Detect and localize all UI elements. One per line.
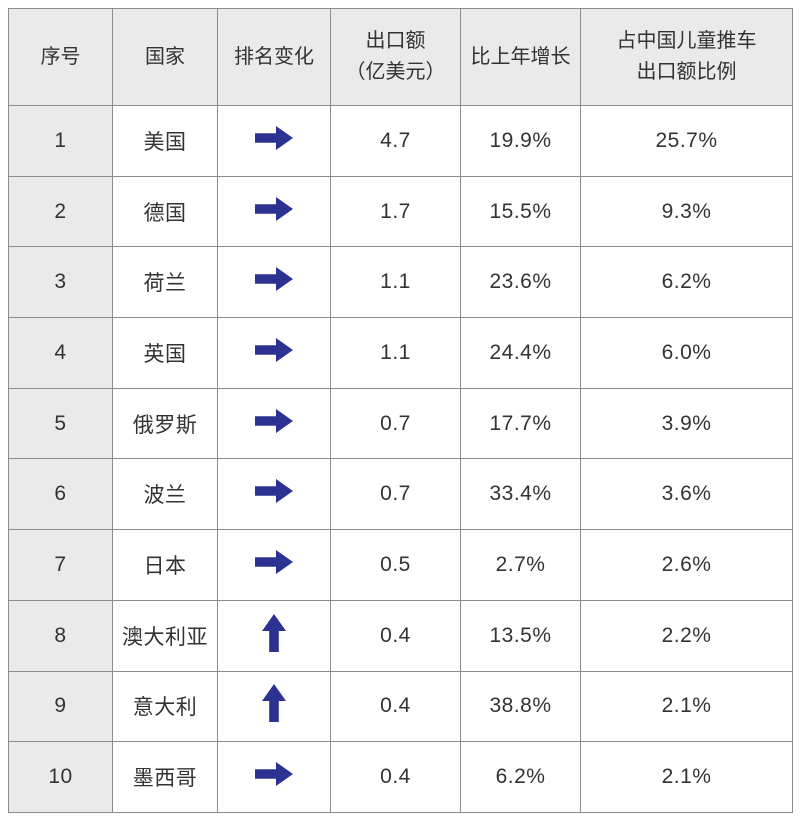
column-header-share-of-exports: 占中国儿童推车 出口额比例 — [580, 8, 793, 106]
table-row: 5 俄罗斯 0.7 17.7% 3.9% — [8, 387, 793, 460]
cell-export-value: 0.7 — [330, 458, 461, 531]
cell-serial: 8 — [8, 599, 113, 672]
cell-share: 25.7% — [580, 105, 793, 177]
cell-rank-change — [217, 246, 331, 319]
cell-country: 英国 — [112, 317, 218, 389]
table-row: 3 荷兰 1.1 23.6% 6.2% — [8, 246, 793, 319]
column-header-label: 出口额 — [365, 30, 426, 52]
cell-growth: 2.7% — [460, 529, 581, 601]
cell-growth: 15.5% — [460, 175, 581, 248]
table-row: 4 英国 1.1 24.4% 6.0% — [8, 317, 793, 389]
cell-serial: 2 — [8, 175, 113, 248]
cell-rank-change — [217, 599, 331, 672]
cell-serial: 6 — [8, 458, 113, 531]
cell-rank-change — [217, 105, 331, 177]
cell-export-value: 1.1 — [330, 246, 461, 319]
column-header-yoy-growth: 比上年增长 — [460, 8, 581, 106]
cell-country: 俄罗斯 — [112, 387, 218, 460]
right-arrow-icon — [255, 267, 293, 292]
table-row: 8 澳大利亚 0.4 13.5% 2.2% — [8, 599, 793, 672]
cell-growth: 23.6% — [460, 246, 581, 319]
cell-rank-change — [217, 458, 331, 531]
table-row: 6 波兰 0.7 33.4% 3.6% — [8, 458, 793, 531]
cell-export-value: 1.1 — [330, 317, 461, 389]
column-header-label: （亿美元） — [345, 61, 446, 83]
cell-country: 日本 — [112, 529, 218, 601]
column-header-label: 比上年增长 — [470, 45, 571, 68]
column-header-export-value: 出口额 （亿美元） — [330, 8, 461, 106]
cell-country: 澳大利亚 — [112, 599, 218, 672]
column-header-rank-change: 排名变化 — [217, 8, 331, 106]
column-header-label: 占中国儿童推车 — [616, 30, 757, 52]
table-row: 9 意大利 0.4 38.8% 2.1% — [8, 670, 793, 743]
cell-growth: 13.5% — [460, 599, 581, 672]
cell-share: 2.1% — [580, 741, 793, 813]
column-header-serial-number: 序号 — [8, 8, 113, 106]
cell-serial: 7 — [8, 529, 113, 601]
cell-serial: 3 — [8, 246, 113, 319]
cell-country: 德国 — [112, 175, 218, 248]
table-row: 1 美国 4.7 19.9% 25.7% — [8, 105, 793, 177]
cell-country: 墨西哥 — [112, 741, 218, 813]
cell-rank-change — [217, 387, 331, 460]
up-arrow-icon — [255, 684, 293, 723]
header-row: 序号 国家 排名变化 出口额 （亿美元） 比上年增长 — [8, 8, 793, 106]
table-row: 2 德国 1.7 15.5% 9.3% — [8, 175, 793, 248]
cell-growth: 6.2% — [460, 741, 581, 813]
cell-share: 3.9% — [580, 387, 793, 460]
cell-export-value: 0.4 — [330, 599, 461, 672]
cell-share: 3.6% — [580, 458, 793, 531]
cell-growth: 19.9% — [460, 105, 581, 177]
cell-export-value: 0.7 — [330, 387, 461, 460]
cell-growth: 38.8% — [460, 670, 581, 743]
cell-rank-change — [217, 741, 331, 813]
table-header: 序号 国家 排名变化 出口额 （亿美元） 比上年增长 — [8, 8, 793, 106]
right-arrow-icon — [255, 196, 293, 221]
export-table: 序号 国家 排名变化 出口额 （亿美元） 比上年增长 — [8, 8, 793, 813]
cell-country: 荷兰 — [112, 246, 218, 319]
cell-growth: 24.4% — [460, 317, 581, 389]
table-row: 7 日本 0.5 2.7% 2.6% — [8, 529, 793, 601]
cell-rank-change — [217, 529, 331, 601]
cell-growth: 17.7% — [460, 387, 581, 460]
right-arrow-icon — [255, 479, 293, 504]
cell-export-value: 4.7 — [330, 105, 461, 177]
export-table-container: 序号 国家 排名变化 出口额 （亿美元） 比上年增长 — [8, 8, 793, 813]
cell-share: 6.2% — [580, 246, 793, 319]
cell-serial: 1 — [8, 105, 113, 177]
cell-share: 2.1% — [580, 670, 793, 743]
cell-export-value: 0.5 — [330, 529, 461, 601]
cell-serial: 5 — [8, 387, 113, 460]
cell-rank-change — [217, 670, 331, 743]
cell-country: 美国 — [112, 105, 218, 177]
cell-serial: 4 — [8, 317, 113, 389]
cell-export-value: 0.4 — [330, 670, 461, 743]
column-header-label: 排名变化 — [234, 45, 314, 68]
cell-share: 2.2% — [580, 599, 793, 672]
cell-export-value: 0.4 — [330, 741, 461, 813]
up-arrow-icon — [255, 613, 293, 652]
cell-serial: 10 — [8, 741, 113, 813]
cell-country: 意大利 — [112, 670, 218, 743]
right-arrow-icon — [255, 549, 293, 574]
cell-export-value: 1.7 — [330, 175, 461, 248]
cell-share: 2.6% — [580, 529, 793, 601]
cell-serial: 9 — [8, 670, 113, 743]
right-arrow-icon — [255, 408, 293, 433]
right-arrow-icon — [255, 125, 293, 150]
cell-country: 波兰 — [112, 458, 218, 531]
column-header-label: 出口额比例 — [636, 61, 737, 83]
column-header-label: 序号 — [40, 45, 81, 68]
right-arrow-icon — [255, 762, 293, 787]
table-body: 1 美国 4.7 19.9% 25.7% 2 德国 1.7 15.5% 9.3%… — [8, 105, 793, 813]
cell-rank-change — [217, 175, 331, 248]
cell-growth: 33.4% — [460, 458, 581, 531]
right-arrow-icon — [255, 337, 293, 362]
column-header-country: 国家 — [112, 8, 218, 106]
cell-share: 6.0% — [580, 317, 793, 389]
column-header-label: 国家 — [145, 45, 185, 68]
table-row: 10 墨西哥 0.4 6.2% 2.1% — [8, 741, 793, 813]
cell-rank-change — [217, 317, 331, 389]
cell-share: 9.3% — [580, 175, 793, 248]
